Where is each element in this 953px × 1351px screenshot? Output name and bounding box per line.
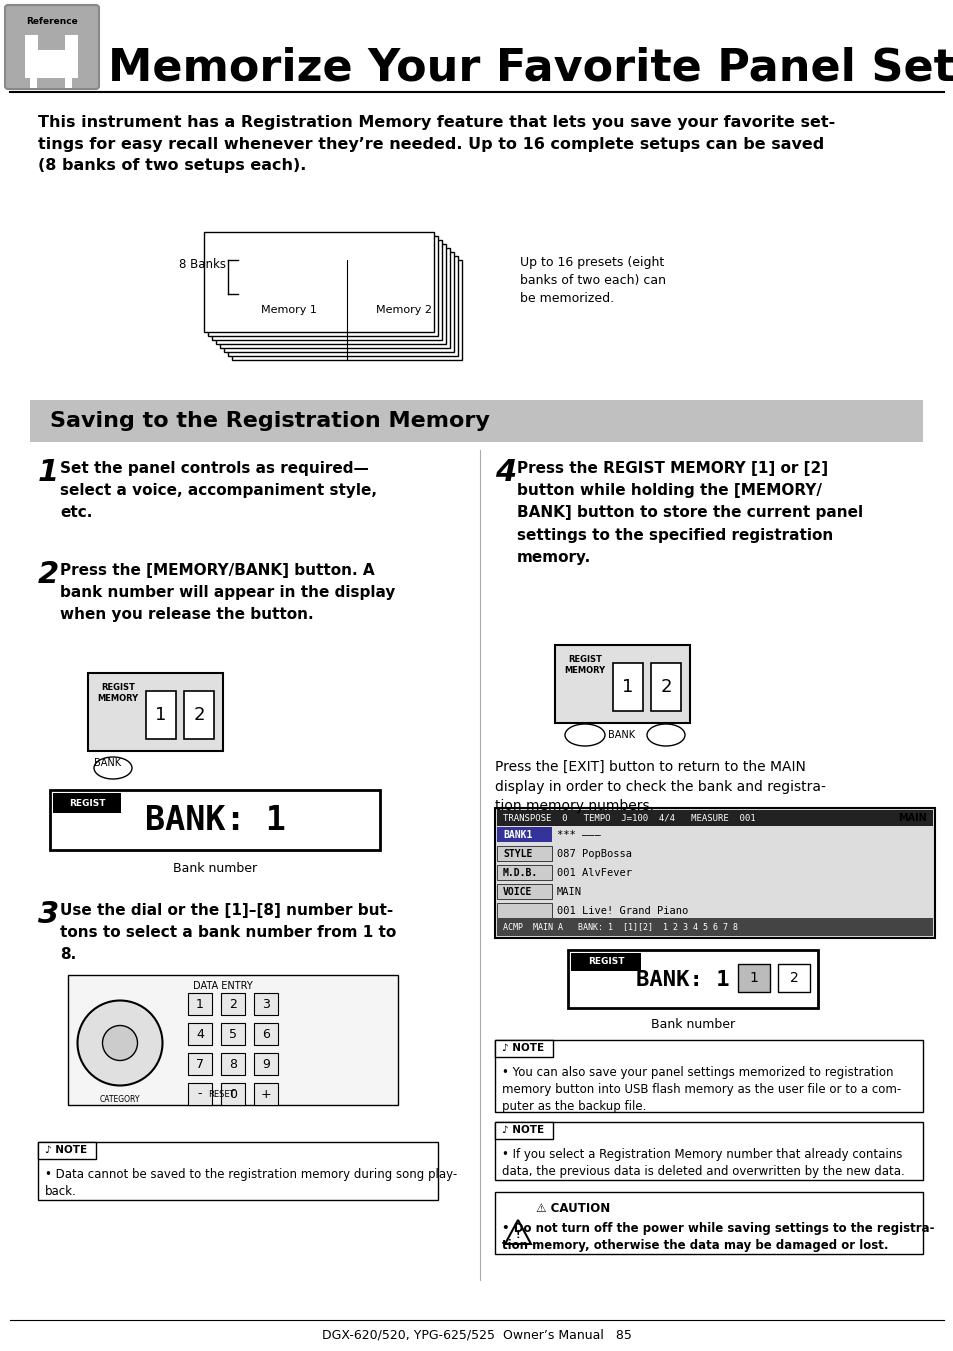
Text: 5: 5 [229, 1028, 236, 1040]
Bar [497, 811, 932, 825]
Text: VOICE: VOICE [502, 888, 532, 897]
Bar [555, 644, 689, 723]
Bar [221, 1084, 245, 1105]
Text: DATA ENTRY: DATA ENTRY [193, 981, 253, 992]
Text: 1: 1 [621, 678, 633, 696]
Text: 8: 8 [229, 1058, 236, 1070]
Ellipse shape [646, 724, 684, 746]
Text: Bank number: Bank number [172, 862, 256, 875]
Text: 2: 2 [659, 678, 671, 696]
Text: Use the dial or the [1]–[8] number but-
tons to select a bank number from 1 to
8: Use the dial or the [1]–[8] number but- … [60, 902, 395, 962]
Text: 2: 2 [789, 971, 798, 985]
Bar [53, 793, 121, 813]
Bar [38, 1142, 96, 1159]
Text: This instrument has a Registration Memory feature that lets you save your favori: This instrument has a Registration Memor… [38, 115, 835, 173]
Text: • If you select a Registration Memory number that already contains
data, the pre: • If you select a Registration Memory nu… [501, 1148, 903, 1178]
Bar [738, 965, 769, 992]
Bar [88, 673, 223, 751]
Text: 1: 1 [749, 971, 758, 985]
Polygon shape [30, 78, 37, 88]
Bar [232, 259, 461, 359]
Bar [497, 917, 932, 936]
Bar [650, 663, 680, 711]
Text: *** ———: *** ——— [557, 830, 600, 840]
Bar [224, 253, 454, 353]
Text: MAIN: MAIN [557, 888, 581, 897]
Bar [188, 1052, 212, 1075]
Text: 7: 7 [195, 1058, 204, 1070]
Text: CATEGORY: CATEGORY [100, 1096, 140, 1104]
Text: REGIST: REGIST [69, 798, 105, 808]
Bar [495, 1192, 923, 1254]
Text: Memorize Your Favorite Panel Settings: Memorize Your Favorite Panel Settings [108, 46, 953, 89]
Bar [68, 975, 397, 1105]
Polygon shape [25, 35, 78, 78]
Ellipse shape [77, 1001, 162, 1085]
Bar [221, 993, 245, 1015]
Bar [253, 1052, 277, 1075]
Text: BANK: BANK [94, 758, 121, 767]
Text: STYLE: STYLE [502, 848, 532, 859]
Text: 0: 0 [229, 1088, 236, 1101]
Bar [50, 790, 379, 850]
Text: Up to 16 presets (eight
banks of two each) can
be memorized.: Up to 16 presets (eight banks of two eac… [519, 255, 665, 305]
Text: ACMP  MAIN A   BANK: 1  [1][2]  1 2 3 4 5 6 7 8: ACMP MAIN A BANK: 1 [1][2] 1 2 3 4 5 6 7… [502, 923, 738, 931]
Text: • Do not turn off the power while saving settings to the registra-
tion memory, : • Do not turn off the power while saving… [501, 1223, 934, 1252]
Bar [146, 690, 175, 739]
Text: 001 Live! Grand Piano: 001 Live! Grand Piano [557, 907, 687, 916]
Text: BANK1: BANK1 [502, 830, 532, 840]
Text: Reference: Reference [26, 18, 78, 27]
Text: • Data cannot be saved to the registration memory during song play-
back.: • Data cannot be saved to the registrati… [45, 1169, 456, 1198]
Text: 2: 2 [229, 997, 236, 1011]
Text: REGIST
MEMORY: REGIST MEMORY [97, 684, 138, 703]
Bar [215, 245, 446, 345]
Text: RESET: RESET [208, 1090, 234, 1098]
Text: ♪ NOTE: ♪ NOTE [45, 1146, 87, 1155]
Text: DGX-620/520, YPG-625/525  Owner’s Manual   85: DGX-620/520, YPG-625/525 Owner’s Manual … [322, 1328, 631, 1342]
Bar [495, 808, 934, 938]
Bar [208, 236, 437, 336]
Text: Press the [EXIT] button to return to the MAIN
display in order to check the bank: Press the [EXIT] button to return to the… [495, 761, 825, 813]
Bar [253, 993, 277, 1015]
Text: 3: 3 [262, 997, 270, 1011]
Bar [220, 249, 450, 349]
Text: REGIST
MEMORY: REGIST MEMORY [564, 655, 605, 676]
Bar [204, 232, 434, 332]
Bar [188, 1084, 212, 1105]
Bar [188, 1023, 212, 1046]
Text: 6: 6 [262, 1028, 270, 1040]
Text: ⚠ CAUTION: ⚠ CAUTION [536, 1202, 610, 1215]
Text: 9: 9 [262, 1058, 270, 1070]
Text: BANK: 1: BANK: 1 [145, 804, 285, 836]
Text: 2: 2 [193, 707, 205, 724]
Text: M.D.B.: M.D.B. [502, 867, 537, 878]
Text: 1: 1 [38, 458, 59, 486]
Ellipse shape [564, 724, 604, 746]
Text: 3: 3 [38, 900, 59, 929]
Text: Saving to the Registration Memory: Saving to the Registration Memory [50, 411, 489, 431]
Text: 1: 1 [196, 997, 204, 1011]
Text: Press the REGIST MEMORY [1] or [2]
button while holding the [MEMORY/
BANK] butto: Press the REGIST MEMORY [1] or [2] butto… [517, 461, 862, 565]
Text: 4: 4 [196, 1028, 204, 1040]
Bar [778, 965, 809, 992]
Bar [495, 1040, 553, 1056]
Text: BANK: BANK [608, 730, 635, 740]
Bar [228, 255, 457, 357]
Text: ♪ NOTE: ♪ NOTE [501, 1125, 543, 1135]
Ellipse shape [102, 1025, 137, 1061]
Bar [253, 1023, 277, 1046]
Bar [495, 1121, 923, 1179]
Bar [567, 950, 817, 1008]
Text: 1: 1 [155, 707, 167, 724]
Text: +: + [260, 1088, 271, 1101]
Polygon shape [504, 1220, 531, 1244]
Text: BANK: 1: BANK: 1 [636, 970, 729, 990]
Bar [497, 827, 552, 842]
Text: 087 PopBossa: 087 PopBossa [557, 848, 631, 859]
Text: Memory 2: Memory 2 [375, 305, 432, 315]
Bar [571, 952, 640, 971]
Text: MAIN: MAIN [898, 813, 926, 823]
FancyBboxPatch shape [5, 5, 99, 89]
Text: -: - [197, 1088, 202, 1101]
Text: 2: 2 [38, 561, 59, 589]
